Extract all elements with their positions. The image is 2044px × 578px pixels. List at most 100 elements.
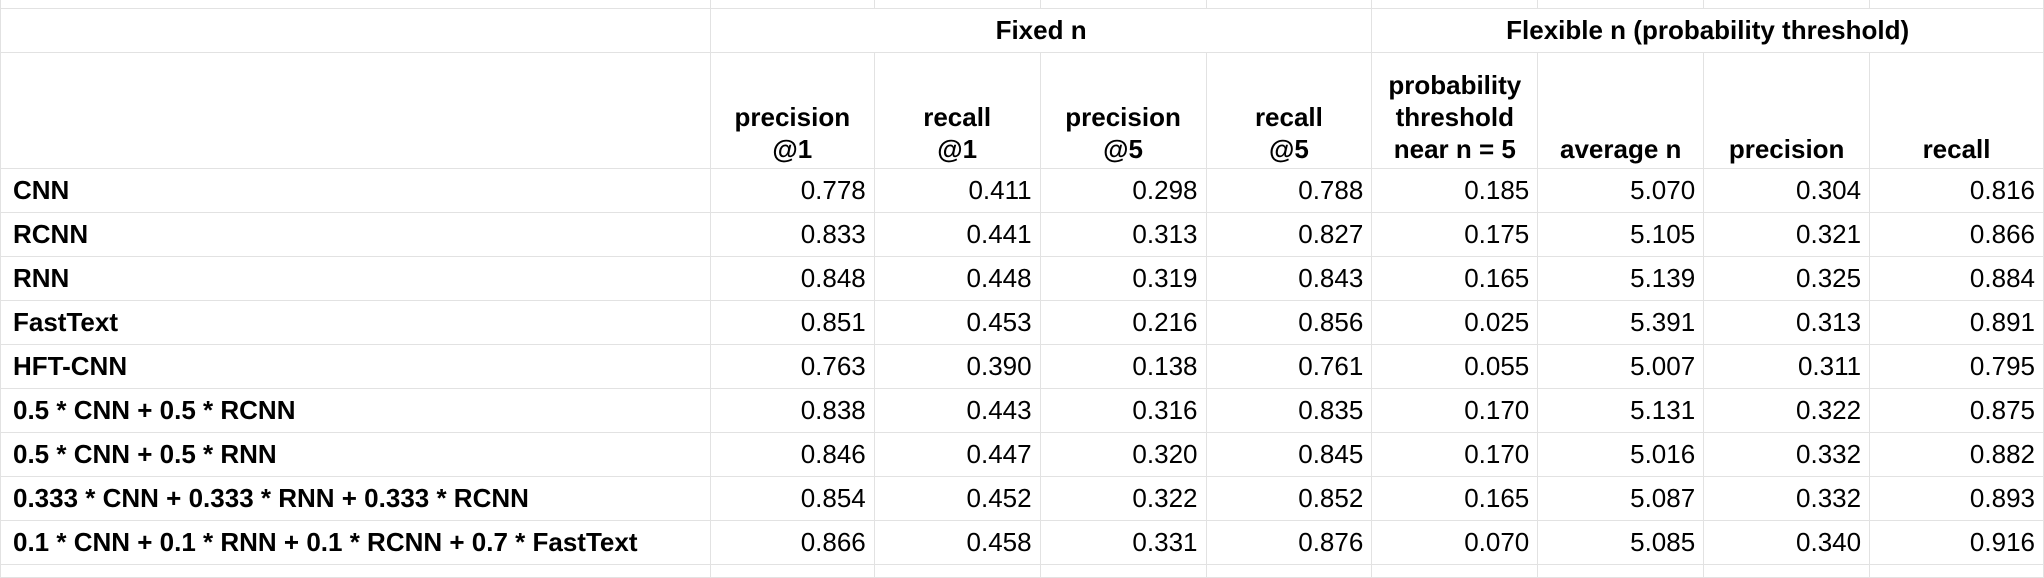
metric-value-cell[interactable]: 0.884 <box>1869 256 2044 301</box>
empty-cell[interactable] <box>1703 0 1871 9</box>
model-name-cell[interactable]: HFT-CNN <box>0 344 711 389</box>
column-header[interactable]: probability threshold near n = 5 <box>1371 52 1539 169</box>
empty-cell[interactable] <box>1537 564 1705 578</box>
metric-value-cell[interactable]: 0.778 <box>709 168 875 213</box>
metric-value-cell[interactable]: 5.139 <box>1537 256 1705 301</box>
metric-value-cell[interactable]: 0.453 <box>873 300 1041 345</box>
metric-value-cell[interactable]: 0.138 <box>1039 344 1207 389</box>
empty-cell[interactable] <box>873 564 1041 578</box>
model-name-cell[interactable]: 0.333 * CNN + 0.333 * RNN + 0.333 * RCNN <box>0 476 711 521</box>
metric-value-cell[interactable]: 0.441 <box>873 212 1041 257</box>
empty-cell[interactable] <box>1205 0 1373 9</box>
model-name-cell[interactable]: 0.5 * CNN + 0.5 * RCNN <box>0 388 711 433</box>
metric-value-cell[interactable]: 0.298 <box>1039 168 1207 213</box>
model-name-cell[interactable]: FastText <box>0 300 711 345</box>
metric-value-cell[interactable]: 0.055 <box>1371 344 1539 389</box>
empty-cell[interactable] <box>1869 564 2044 578</box>
metric-value-cell[interactable]: 0.411 <box>873 168 1041 213</box>
empty-cell[interactable] <box>1703 564 1871 578</box>
metric-value-cell[interactable]: 5.087 <box>1537 476 1705 521</box>
metric-value-cell[interactable]: 0.893 <box>1869 476 2044 521</box>
metric-value-cell[interactable]: 0.322 <box>1703 388 1871 433</box>
empty-cell[interactable] <box>1537 0 1705 9</box>
flexible-n-group-header[interactable]: Flexible n (probability threshold) <box>1371 8 2044 53</box>
metric-value-cell[interactable]: 0.340 <box>1703 520 1871 565</box>
metric-value-cell[interactable]: 5.391 <box>1537 300 1705 345</box>
empty-cell[interactable] <box>709 0 875 9</box>
empty-cell[interactable] <box>0 52 711 169</box>
metric-value-cell[interactable]: 0.165 <box>1371 256 1539 301</box>
model-name-cell[interactable]: 0.5 * CNN + 0.5 * RNN <box>0 432 711 477</box>
metric-value-cell[interactable]: 0.390 <box>873 344 1041 389</box>
metric-value-cell[interactable]: 0.458 <box>873 520 1041 565</box>
metric-value-cell[interactable]: 0.827 <box>1205 212 1373 257</box>
metric-value-cell[interactable]: 0.843 <box>1205 256 1373 301</box>
model-name-cell[interactable]: CNN <box>0 168 711 213</box>
metric-value-cell[interactable]: 0.216 <box>1039 300 1207 345</box>
metric-value-cell[interactable]: 0.170 <box>1371 432 1539 477</box>
metric-value-cell[interactable]: 0.833 <box>709 212 875 257</box>
metric-value-cell[interactable]: 0.447 <box>873 432 1041 477</box>
metric-value-cell[interactable]: 5.105 <box>1537 212 1705 257</box>
metric-value-cell[interactable]: 5.085 <box>1537 520 1705 565</box>
column-header[interactable]: recall @5 <box>1205 52 1373 169</box>
metric-value-cell[interactable]: 0.025 <box>1371 300 1539 345</box>
column-header[interactable]: recall <box>1869 52 2044 169</box>
empty-cell[interactable] <box>1869 0 2044 9</box>
model-name-cell[interactable]: RCNN <box>0 212 711 257</box>
metric-value-cell[interactable]: 0.891 <box>1869 300 2044 345</box>
empty-cell[interactable] <box>0 0 711 9</box>
metric-value-cell[interactable]: 5.007 <box>1537 344 1705 389</box>
column-header[interactable]: average n <box>1537 52 1705 169</box>
empty-cell[interactable] <box>1039 564 1207 578</box>
metric-value-cell[interactable]: 0.788 <box>1205 168 1373 213</box>
metric-value-cell[interactable]: 0.846 <box>709 432 875 477</box>
model-name-cell[interactable]: RNN <box>0 256 711 301</box>
metric-value-cell[interactable]: 0.170 <box>1371 388 1539 433</box>
empty-cell[interactable] <box>0 564 711 578</box>
metric-value-cell[interactable]: 0.175 <box>1371 212 1539 257</box>
metric-value-cell[interactable]: 0.185 <box>1371 168 1539 213</box>
empty-cell[interactable] <box>1039 0 1207 9</box>
metric-value-cell[interactable]: 0.866 <box>709 520 875 565</box>
empty-cell[interactable] <box>1371 0 1539 9</box>
metric-value-cell[interactable]: 5.070 <box>1537 168 1705 213</box>
metric-value-cell[interactable]: 0.916 <box>1869 520 2044 565</box>
metric-value-cell[interactable]: 0.763 <box>709 344 875 389</box>
column-header[interactable]: recall @1 <box>873 52 1041 169</box>
fixed-n-group-header[interactable]: Fixed n <box>709 8 1373 53</box>
metric-value-cell[interactable]: 0.321 <box>1703 212 1871 257</box>
metric-value-cell[interactable]: 0.848 <box>709 256 875 301</box>
metric-value-cell[interactable]: 0.325 <box>1703 256 1871 301</box>
metric-value-cell[interactable]: 0.304 <box>1703 168 1871 213</box>
model-name-cell[interactable]: 0.1 * CNN + 0.1 * RNN + 0.1 * RCNN + 0.7… <box>0 520 711 565</box>
metric-value-cell[interactable]: 0.851 <box>709 300 875 345</box>
metric-value-cell[interactable]: 0.795 <box>1869 344 2044 389</box>
empty-cell[interactable] <box>0 8 711 53</box>
metric-value-cell[interactable]: 5.131 <box>1537 388 1705 433</box>
metric-value-cell[interactable]: 0.816 <box>1869 168 2044 213</box>
metric-value-cell[interactable]: 0.322 <box>1039 476 1207 521</box>
metric-value-cell[interactable]: 0.838 <box>709 388 875 433</box>
metric-value-cell[interactable]: 0.331 <box>1039 520 1207 565</box>
metric-value-cell[interactable]: 0.875 <box>1869 388 2044 433</box>
metric-value-cell[interactable]: 0.866 <box>1869 212 2044 257</box>
metric-value-cell[interactable]: 0.313 <box>1703 300 1871 345</box>
metric-value-cell[interactable]: 0.852 <box>1205 476 1373 521</box>
metric-value-cell[interactable]: 0.316 <box>1039 388 1207 433</box>
metric-value-cell[interactable]: 0.452 <box>873 476 1041 521</box>
empty-cell[interactable] <box>709 564 875 578</box>
metric-value-cell[interactable]: 0.761 <box>1205 344 1373 389</box>
metric-value-cell[interactable]: 0.320 <box>1039 432 1207 477</box>
empty-cell[interactable] <box>1205 564 1373 578</box>
metric-value-cell[interactable]: 5.016 <box>1537 432 1705 477</box>
metric-value-cell[interactable]: 0.319 <box>1039 256 1207 301</box>
metric-value-cell[interactable]: 0.448 <box>873 256 1041 301</box>
metric-value-cell[interactable]: 0.311 <box>1703 344 1871 389</box>
metric-value-cell[interactable]: 0.443 <box>873 388 1041 433</box>
empty-cell[interactable] <box>873 0 1041 9</box>
column-header[interactable]: precision @1 <box>709 52 875 169</box>
metric-value-cell[interactable]: 0.856 <box>1205 300 1373 345</box>
metric-value-cell[interactable]: 0.070 <box>1371 520 1539 565</box>
empty-cell[interactable] <box>1371 564 1539 578</box>
